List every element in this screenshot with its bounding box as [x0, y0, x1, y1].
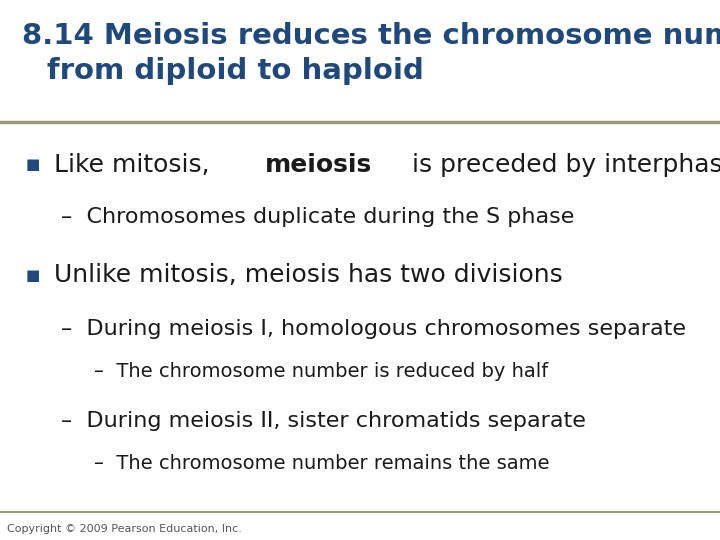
Text: –  The chromosome number is reduced by half: – The chromosome number is reduced by ha… [94, 362, 548, 381]
Text: from diploid to haploid: from diploid to haploid [47, 57, 423, 85]
Text: –  During meiosis II, sister chromatids separate: – During meiosis II, sister chromatids s… [61, 411, 586, 431]
Text: –  The chromosome number remains the same: – The chromosome number remains the same [94, 454, 549, 473]
Text: ■: ■ [25, 268, 40, 283]
Text: Copyright © 2009 Pearson Education, Inc.: Copyright © 2009 Pearson Education, Inc. [7, 524, 242, 534]
Text: 8.14 Meiosis reduces the chromosome number: 8.14 Meiosis reduces the chromosome numb… [22, 22, 720, 50]
Text: Unlike mitosis, meiosis has two divisions: Unlike mitosis, meiosis has two division… [54, 264, 563, 287]
Text: ■: ■ [25, 157, 40, 172]
Text: –  During meiosis I, homologous chromosomes separate: – During meiosis I, homologous chromosom… [61, 319, 686, 340]
Text: meiosis: meiosis [265, 153, 372, 177]
Text: is preceded by interphase: is preceded by interphase [403, 153, 720, 177]
Text: Like mitosis,: Like mitosis, [54, 153, 217, 177]
Text: –  Chromosomes duplicate during the S phase: – Chromosomes duplicate during the S pha… [61, 207, 575, 227]
